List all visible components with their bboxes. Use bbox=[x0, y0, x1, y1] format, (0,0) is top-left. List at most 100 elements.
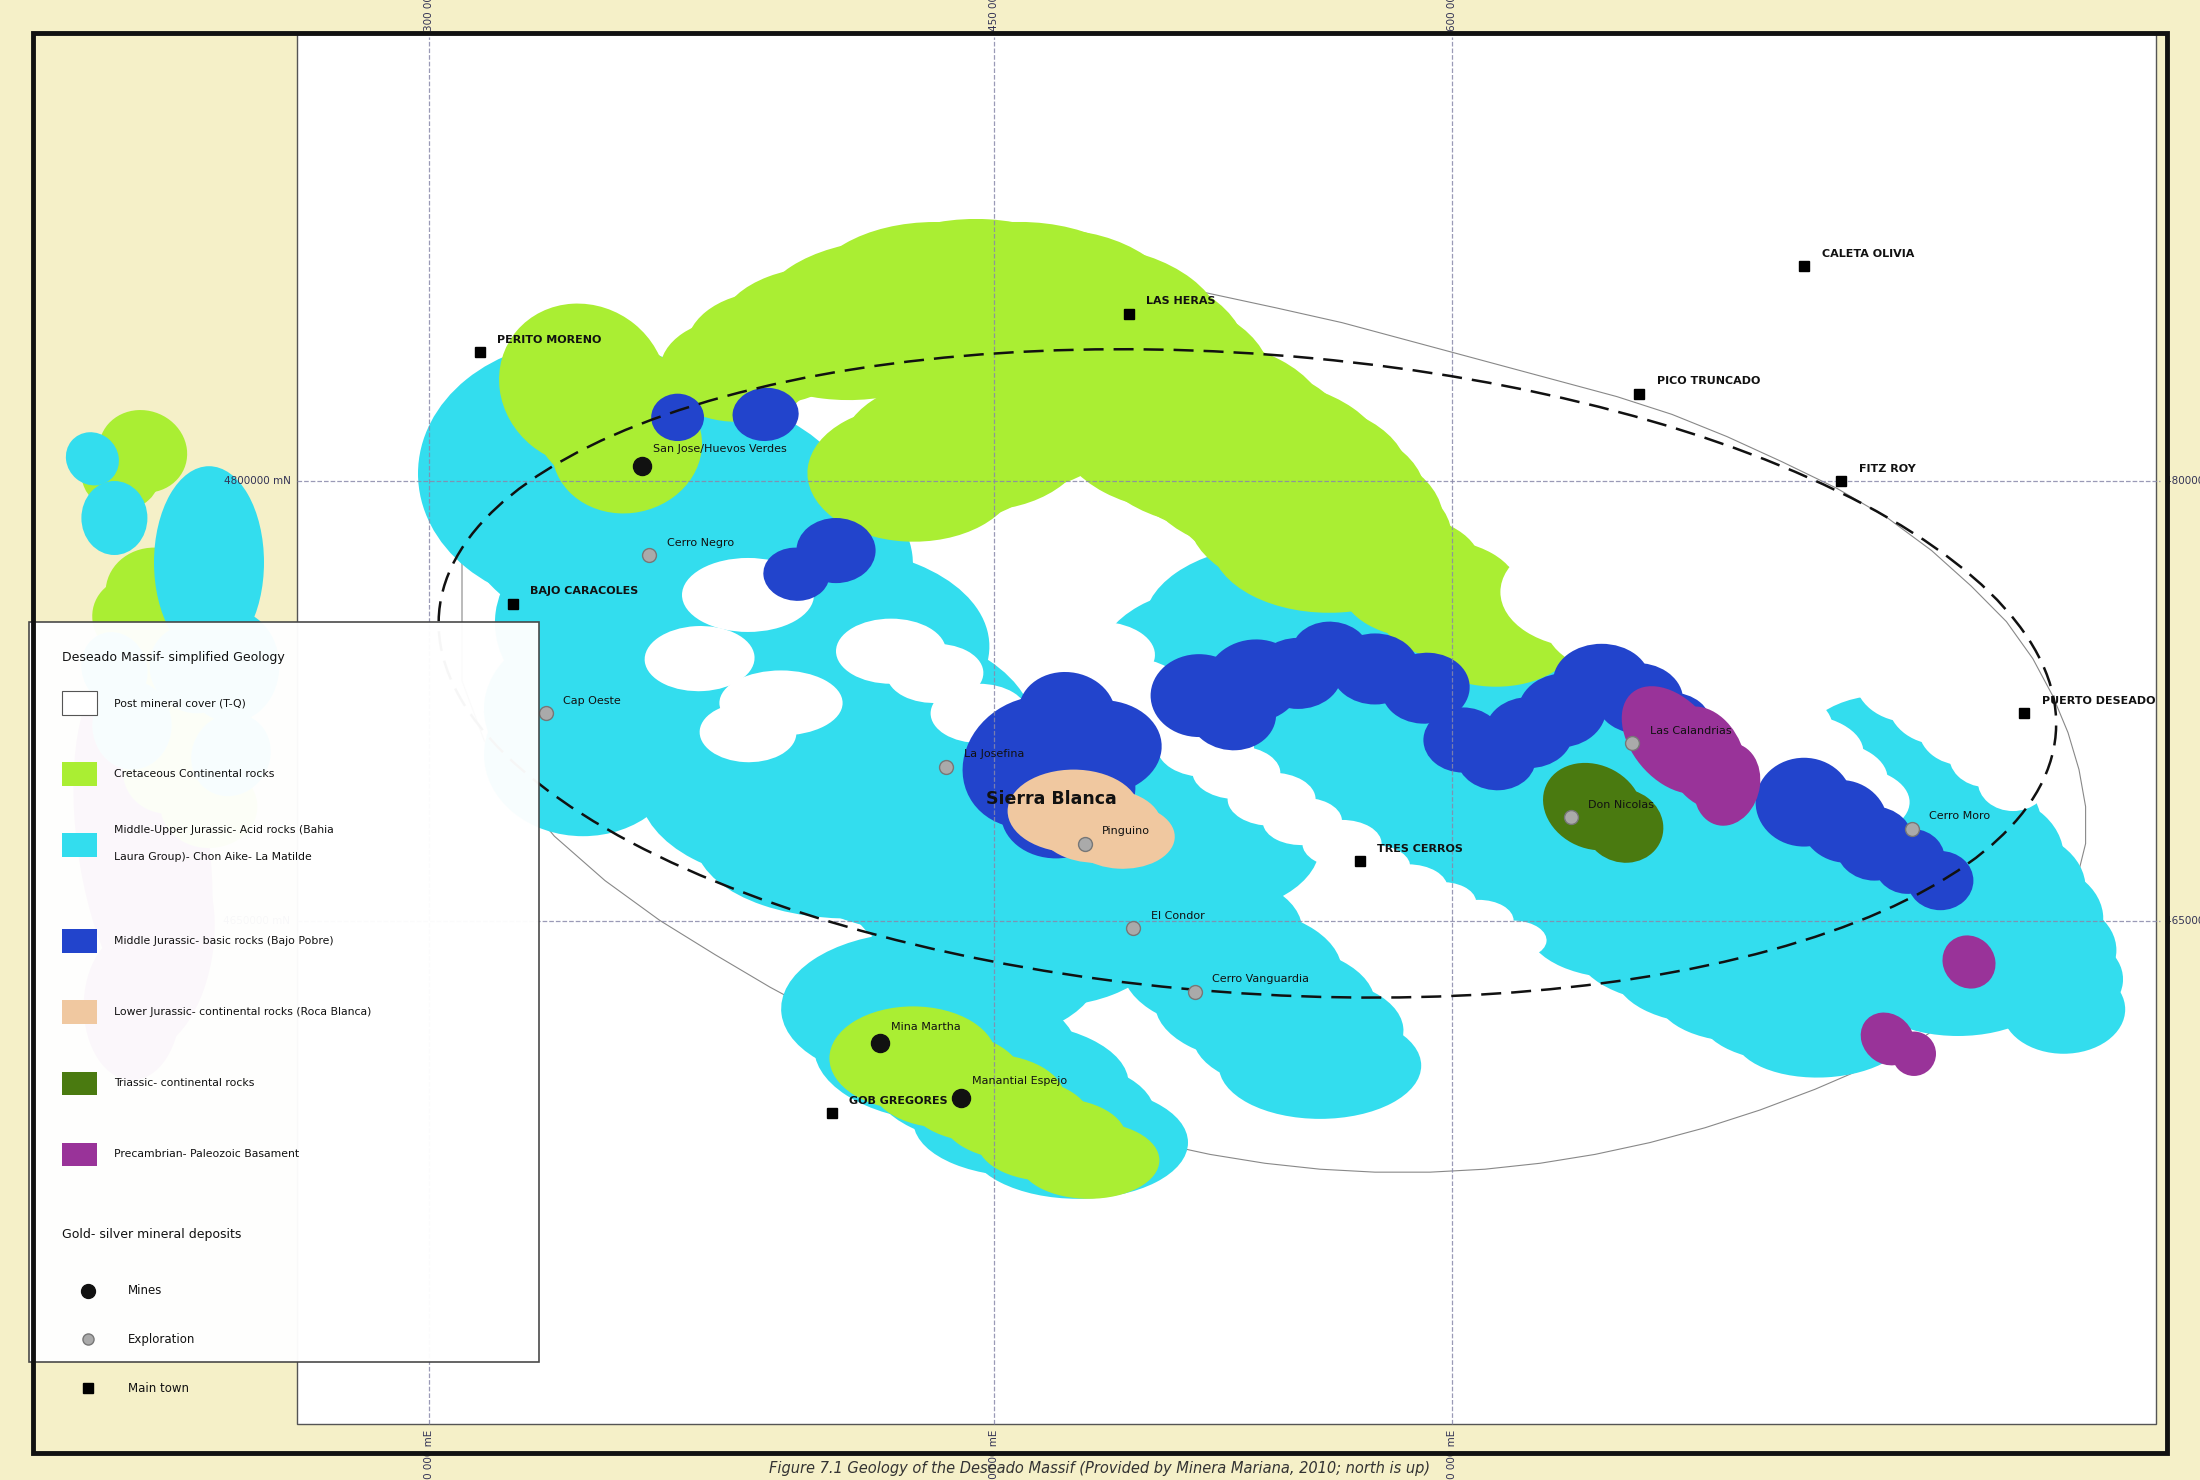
Ellipse shape bbox=[1074, 870, 1302, 995]
Ellipse shape bbox=[183, 610, 279, 722]
Ellipse shape bbox=[942, 1077, 1091, 1160]
Text: TRES CERROS: TRES CERROS bbox=[1377, 844, 1463, 854]
Ellipse shape bbox=[968, 1086, 1188, 1199]
Ellipse shape bbox=[682, 558, 814, 632]
Ellipse shape bbox=[1663, 706, 1747, 810]
Ellipse shape bbox=[1892, 1032, 1936, 1076]
Ellipse shape bbox=[1632, 693, 1712, 758]
Ellipse shape bbox=[1144, 400, 1408, 554]
Ellipse shape bbox=[759, 240, 1023, 382]
Text: LAS HERAS: LAS HERAS bbox=[1146, 296, 1217, 306]
Ellipse shape bbox=[1265, 595, 1507, 737]
Text: Manantial Espejo: Manantial Espejo bbox=[972, 1076, 1067, 1086]
Ellipse shape bbox=[1650, 659, 1804, 747]
Ellipse shape bbox=[920, 229, 1184, 407]
Ellipse shape bbox=[1210, 465, 1452, 613]
Ellipse shape bbox=[1527, 872, 1729, 978]
Ellipse shape bbox=[123, 725, 220, 814]
Ellipse shape bbox=[781, 932, 1045, 1080]
Ellipse shape bbox=[552, 380, 702, 514]
Ellipse shape bbox=[1342, 539, 1518, 639]
Bar bbox=[62, 691, 97, 715]
Ellipse shape bbox=[807, 222, 1063, 370]
Ellipse shape bbox=[143, 583, 231, 660]
Ellipse shape bbox=[719, 670, 843, 736]
Ellipse shape bbox=[1038, 789, 1162, 863]
Ellipse shape bbox=[1122, 696, 1210, 749]
Text: Middle-Upper Jurassic- Acid rocks (Bahia: Middle-Upper Jurassic- Acid rocks (Bahia bbox=[114, 826, 334, 835]
Text: 300 000 mE: 300 000 mE bbox=[425, 1430, 433, 1480]
Ellipse shape bbox=[150, 625, 238, 713]
Ellipse shape bbox=[1019, 672, 1115, 755]
Ellipse shape bbox=[1254, 638, 1342, 709]
Ellipse shape bbox=[913, 1058, 1155, 1177]
Ellipse shape bbox=[1855, 633, 1965, 722]
Ellipse shape bbox=[695, 739, 1043, 919]
Ellipse shape bbox=[1582, 598, 1740, 699]
Ellipse shape bbox=[1291, 622, 1371, 687]
Ellipse shape bbox=[1595, 663, 1683, 734]
Ellipse shape bbox=[1533, 719, 1789, 855]
Ellipse shape bbox=[1342, 642, 1584, 778]
Ellipse shape bbox=[1782, 879, 1993, 992]
Ellipse shape bbox=[700, 703, 796, 762]
Ellipse shape bbox=[1423, 707, 1503, 773]
Ellipse shape bbox=[1657, 801, 1899, 931]
Ellipse shape bbox=[101, 844, 216, 1051]
Ellipse shape bbox=[898, 337, 1126, 491]
Text: Don Nicolas: Don Nicolas bbox=[1588, 799, 1654, 810]
Text: 450 000 mE: 450 000 mE bbox=[990, 1430, 999, 1480]
Ellipse shape bbox=[1069, 804, 1175, 869]
Bar bbox=[297, 33, 2156, 1424]
Ellipse shape bbox=[1406, 882, 1476, 924]
Ellipse shape bbox=[1298, 730, 1518, 854]
Ellipse shape bbox=[1927, 829, 2086, 947]
Ellipse shape bbox=[686, 292, 854, 404]
Ellipse shape bbox=[1888, 662, 1984, 744]
Ellipse shape bbox=[1544, 568, 1712, 675]
Text: Cap Oeste: Cap Oeste bbox=[563, 696, 620, 706]
Ellipse shape bbox=[1861, 932, 2055, 1036]
Ellipse shape bbox=[1756, 740, 1888, 814]
Text: 4800000 mN: 4800000 mN bbox=[224, 477, 290, 485]
Ellipse shape bbox=[660, 622, 1034, 829]
Ellipse shape bbox=[1382, 653, 1470, 724]
Ellipse shape bbox=[539, 447, 913, 684]
Ellipse shape bbox=[840, 380, 1052, 522]
Ellipse shape bbox=[2002, 965, 2125, 1054]
Bar bbox=[62, 833, 97, 857]
Ellipse shape bbox=[829, 1006, 997, 1110]
Ellipse shape bbox=[1575, 897, 1778, 1003]
Ellipse shape bbox=[1417, 592, 1575, 687]
Ellipse shape bbox=[858, 898, 1100, 1040]
Ellipse shape bbox=[931, 684, 1027, 743]
Ellipse shape bbox=[880, 222, 1153, 385]
FancyBboxPatch shape bbox=[29, 622, 539, 1362]
Ellipse shape bbox=[763, 548, 829, 601]
Ellipse shape bbox=[484, 622, 726, 799]
Ellipse shape bbox=[1701, 826, 1929, 950]
Ellipse shape bbox=[114, 622, 238, 740]
Ellipse shape bbox=[1313, 515, 1481, 616]
Ellipse shape bbox=[1866, 758, 2042, 894]
Ellipse shape bbox=[1272, 487, 1448, 593]
Text: GOB GREGORES: GOB GREGORES bbox=[849, 1095, 948, 1106]
Ellipse shape bbox=[1835, 807, 1914, 881]
Ellipse shape bbox=[495, 511, 803, 733]
Ellipse shape bbox=[1008, 296, 1272, 468]
Text: Exploration: Exploration bbox=[128, 1333, 196, 1345]
Ellipse shape bbox=[1789, 696, 1973, 844]
Text: Pinguino: Pinguino bbox=[1102, 826, 1151, 836]
Ellipse shape bbox=[92, 577, 180, 660]
Ellipse shape bbox=[484, 673, 682, 836]
Ellipse shape bbox=[499, 303, 667, 466]
Ellipse shape bbox=[1412, 625, 1668, 767]
Ellipse shape bbox=[532, 340, 691, 488]
Ellipse shape bbox=[1085, 659, 1181, 718]
Ellipse shape bbox=[1038, 700, 1162, 795]
Text: Middle Jurassic- basic rocks (Bajo Pobre): Middle Jurassic- basic rocks (Bajo Pobre… bbox=[114, 937, 334, 946]
Text: Deseado Massif- simplified Geology: Deseado Massif- simplified Geology bbox=[62, 651, 284, 665]
Ellipse shape bbox=[1954, 861, 2103, 974]
Ellipse shape bbox=[1122, 907, 1342, 1032]
Ellipse shape bbox=[924, 303, 1166, 466]
